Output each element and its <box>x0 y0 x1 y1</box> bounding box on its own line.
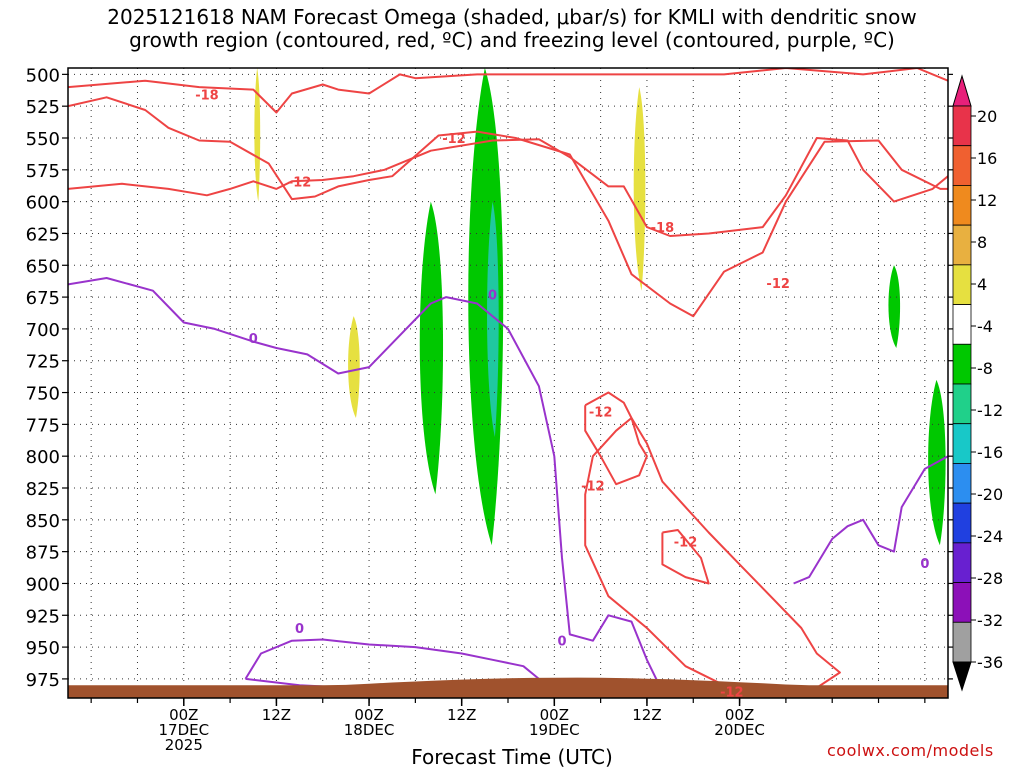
contour-line <box>68 137 948 237</box>
chart-title-line-1: 2025121618 NAM Forecast Omega (shaded, μ… <box>107 5 917 29</box>
y-tick-label: 525 <box>26 97 60 118</box>
y-tick-label: 575 <box>26 161 60 182</box>
omega-shaded-region <box>888 265 901 348</box>
colorbar-label: -36 <box>977 653 1003 672</box>
y-tick-label: 750 <box>26 384 60 405</box>
x-tick-label: 12Z <box>262 706 291 724</box>
colorbar-swatch <box>952 423 972 464</box>
y-tick-label: 600 <box>26 193 60 214</box>
temperature-contour-label: -12 <box>581 479 605 494</box>
freezing-contour-label: 0 <box>558 635 567 650</box>
colorbar-label: -16 <box>977 443 1003 462</box>
colorbar-label: 20 <box>977 107 997 126</box>
y-tick-label: 850 <box>26 511 60 532</box>
colorbar-swatch <box>952 105 972 147</box>
chart-title-line-2: growth region (contoured, red, ºC) and f… <box>129 28 895 52</box>
colorbar-label: -12 <box>977 401 1003 420</box>
y-tick-label: 875 <box>26 543 60 564</box>
omega-shaded-region <box>633 87 646 291</box>
temperature-contour-label: -12 <box>766 277 790 292</box>
temperature-contour-label: -12 <box>674 535 698 550</box>
colorbar-swatch <box>952 502 972 544</box>
freezing-contour-label: 0 <box>249 332 258 347</box>
colorbar-label: -24 <box>977 527 1003 546</box>
x-tick-label: 00Z <box>540 706 569 724</box>
y-tick-label: 650 <box>26 256 60 277</box>
y-tick-label: 675 <box>26 288 60 309</box>
y-tick-label: 950 <box>26 638 60 659</box>
colorbar-swatch <box>952 185 972 226</box>
omega-shaded-region <box>254 68 261 202</box>
source-credit: coolwx.com/models <box>827 741 994 760</box>
contour-line <box>584 417 841 698</box>
y-tick-label: 775 <box>26 415 60 436</box>
x-tick-label: 00Z <box>354 706 383 724</box>
x-tick-label: 20DEC <box>714 721 765 739</box>
x-tick-label: 12Z <box>447 706 476 724</box>
temperature-contour-label: -12 <box>589 406 613 421</box>
y-tick-label: 500 <box>26 65 60 86</box>
colorbar-label: -20 <box>977 485 1003 504</box>
contour-line <box>68 96 948 318</box>
colorbar-swatch <box>952 383 972 425</box>
y-tick-label: 925 <box>26 606 60 627</box>
x-tick-label: 18DEC <box>344 721 395 739</box>
freezing-contour-label: 0 <box>295 622 304 637</box>
y-tick-label: 725 <box>26 352 60 373</box>
contour-line <box>661 529 710 585</box>
temperature-contour-label: -18 <box>195 89 219 104</box>
colorbar-label: 4 <box>977 275 987 294</box>
y-tick-label: 700 <box>26 320 60 341</box>
temperature-contour-label: -18 <box>651 221 675 236</box>
colorbar-label: -32 <box>977 611 1003 630</box>
x-tick-label: 12Z <box>632 706 661 724</box>
colorbar-swatch <box>952 542 972 583</box>
freezing-contour-label: 0 <box>488 289 497 304</box>
y-tick-label: 800 <box>26 447 60 468</box>
colorbar-swatch <box>952 264 972 305</box>
contour-line <box>584 391 648 486</box>
temperature-contour-label: -12 <box>288 175 312 190</box>
colorbar-label: -28 <box>977 569 1003 588</box>
colorbar-swatch <box>952 145 972 186</box>
y-tick-label: 625 <box>26 224 60 245</box>
colorbar-label: 12 <box>977 191 997 210</box>
colorbar-bottom-arrow <box>952 661 972 692</box>
colorbar-swatch <box>952 582 972 623</box>
colorbar-label: -4 <box>977 317 993 336</box>
y-tick-label: 975 <box>26 670 60 691</box>
omega-shaded-region <box>487 201 499 438</box>
omega-shaded-region <box>348 316 360 418</box>
x-tick-label: 17DEC <box>158 721 209 739</box>
plot-area: -18 -12 -12 -12 -18 -12 -12 -12 -12 0 0 0 0 0 <box>68 68 948 701</box>
x-tick-label: 00Z <box>169 706 198 724</box>
colorbar-label: -8 <box>977 359 993 378</box>
colorbar-label: 16 <box>977 149 997 168</box>
contour-line <box>68 277 664 693</box>
x-tick-label: 00Z <box>725 706 754 724</box>
colorbar-swatch <box>952 224 972 266</box>
x-axis-label: Forecast Time (UTC) <box>411 745 613 769</box>
plot-frame <box>67 67 949 699</box>
colorbar-top-arrow <box>952 74 972 107</box>
terrain-ground <box>68 677 948 698</box>
colorbar-swatch <box>952 463 972 504</box>
x-tick-label: 19DEC <box>529 721 580 739</box>
temperature-contour-label: -12 <box>442 132 466 147</box>
colorbar-swatch <box>952 621 972 663</box>
freezing-contour-label: 0 <box>920 557 929 572</box>
x-tick-label: 2025 <box>165 736 203 754</box>
temperature-contour-label: -12 <box>720 686 744 701</box>
y-tick-label: 550 <box>26 129 60 150</box>
colorbar-label: 8 <box>977 233 987 252</box>
contour-line <box>68 68 948 114</box>
omega-shaded-region <box>419 201 444 495</box>
colorbar-swatch <box>952 343 972 385</box>
y-tick-label: 900 <box>26 574 60 595</box>
chart-title: 2025121618 NAM Forecast Omega (shaded, μ… <box>0 6 1024 52</box>
contour-line <box>793 455 948 585</box>
colorbar-swatch <box>952 304 972 345</box>
y-tick-label: 825 <box>26 479 60 500</box>
